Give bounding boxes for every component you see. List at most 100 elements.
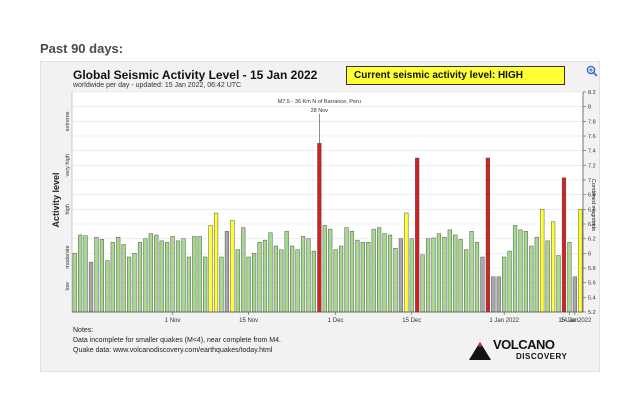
bar-extreme bbox=[485, 157, 490, 313]
bar bbox=[246, 256, 251, 313]
bar bbox=[366, 242, 371, 313]
y2-tick-label: 6.2 bbox=[588, 237, 596, 243]
bar bbox=[121, 244, 126, 313]
bar-elevated bbox=[208, 225, 213, 313]
bar bbox=[545, 240, 550, 313]
bar-incomplete bbox=[480, 256, 485, 313]
bar bbox=[355, 239, 360, 313]
bar bbox=[72, 253, 77, 313]
section-title: Past 90 days: bbox=[40, 41, 124, 56]
x-tick-label: 15 Nov bbox=[239, 318, 258, 324]
y-axis-title: Activity level bbox=[51, 172, 61, 227]
bar bbox=[469, 231, 474, 313]
bar bbox=[447, 229, 452, 313]
activity-level-label: very high bbox=[65, 154, 71, 176]
bar bbox=[268, 232, 273, 313]
bar bbox=[181, 238, 186, 313]
activity-level-label: low bbox=[65, 282, 71, 290]
bar bbox=[328, 228, 333, 313]
bar bbox=[235, 249, 240, 313]
bar bbox=[284, 231, 289, 313]
bar bbox=[349, 231, 355, 313]
bar bbox=[529, 245, 534, 313]
bar bbox=[344, 227, 349, 313]
annotation-quake: M7.5 - 36 Km N of Barrance, Peru bbox=[278, 99, 361, 105]
bar bbox=[83, 235, 88, 313]
x-tick-label: 1 Jan 2022 bbox=[489, 318, 519, 324]
bar bbox=[458, 239, 463, 313]
bar bbox=[159, 240, 164, 313]
y2-axis-title: Combined magnitude bbox=[590, 179, 596, 231]
y2-tick-label: 5.2 bbox=[588, 310, 596, 316]
bar bbox=[333, 249, 338, 313]
bar bbox=[311, 250, 317, 313]
y2-tick-label: 5.4 bbox=[588, 295, 596, 301]
bar-incomplete bbox=[572, 276, 577, 313]
bar bbox=[186, 256, 191, 313]
status-badge: Current seismic activity level: HIGH bbox=[346, 66, 565, 85]
bar bbox=[502, 256, 507, 313]
y2-tick-label: 7.2 bbox=[588, 163, 596, 169]
bar bbox=[192, 236, 197, 313]
bar-elevated bbox=[404, 212, 409, 313]
bar bbox=[442, 236, 447, 313]
bar bbox=[322, 225, 327, 313]
bar bbox=[474, 242, 480, 313]
bar bbox=[197, 236, 202, 313]
bar bbox=[507, 250, 512, 313]
bar bbox=[137, 242, 143, 313]
bar bbox=[165, 242, 170, 313]
zoom-icon[interactable] bbox=[586, 65, 598, 77]
bar bbox=[110, 242, 115, 313]
bar-elevated bbox=[230, 220, 235, 313]
bar bbox=[273, 245, 278, 313]
bar bbox=[94, 236, 99, 313]
bar bbox=[116, 236, 121, 313]
chart-title: Global Seismic Activity Level - 15 Jan 2… bbox=[73, 68, 318, 82]
bar bbox=[219, 256, 224, 313]
bar bbox=[126, 256, 132, 313]
x-tick-label: 15 Dec bbox=[402, 318, 421, 324]
bar bbox=[78, 234, 83, 313]
logo-text-discovery: DISCOVERY bbox=[516, 352, 568, 361]
bar bbox=[512, 225, 518, 313]
y2-tick-label: 6.4 bbox=[588, 222, 596, 228]
x-tick-label: 15 Jan 2022 bbox=[558, 318, 592, 324]
y2-tick-label: 7.4 bbox=[588, 149, 596, 155]
annotation-date: 28 Nov bbox=[311, 108, 329, 114]
bar bbox=[431, 237, 436, 313]
y2-tick-label: 5.6 bbox=[588, 281, 596, 287]
bar bbox=[290, 245, 295, 313]
bar bbox=[105, 260, 110, 313]
y2-tick-label: 7.6 bbox=[588, 134, 596, 140]
bar-incomplete bbox=[88, 261, 94, 313]
bar-elevated bbox=[540, 209, 545, 313]
bar bbox=[143, 238, 148, 313]
bar bbox=[523, 231, 529, 313]
bar bbox=[425, 238, 431, 313]
x-tick-label: 1 Dec bbox=[328, 318, 344, 324]
bar bbox=[99, 239, 104, 313]
activity-level-label: extreme bbox=[65, 111, 71, 131]
y2-tick-label: 6.8 bbox=[588, 193, 596, 199]
bar-incomplete bbox=[491, 276, 496, 313]
bar-incomplete bbox=[224, 231, 230, 313]
volcanodiscovery-logo: VOLCANO DISCOVERY bbox=[467, 337, 579, 364]
bar-extreme bbox=[561, 177, 567, 313]
notes-heading: Notes: bbox=[73, 327, 94, 334]
bar bbox=[338, 245, 344, 313]
bar bbox=[393, 247, 398, 313]
volcano-logo-icon bbox=[469, 342, 491, 360]
bar bbox=[306, 238, 311, 313]
bar bbox=[534, 236, 539, 313]
bar bbox=[257, 242, 262, 313]
logo-text-volcano: VOLCANO bbox=[493, 337, 555, 352]
activity-level-label: high bbox=[65, 204, 71, 214]
bar bbox=[279, 249, 284, 313]
bar-elevated bbox=[551, 221, 556, 313]
y2-tick-label: 6 bbox=[588, 251, 591, 257]
notes-completeness: Data incomplete for smaller quakes (M<4)… bbox=[73, 337, 281, 344]
bar bbox=[148, 233, 153, 313]
notes: Notes: Data incomplete for smaller quake… bbox=[73, 326, 281, 356]
